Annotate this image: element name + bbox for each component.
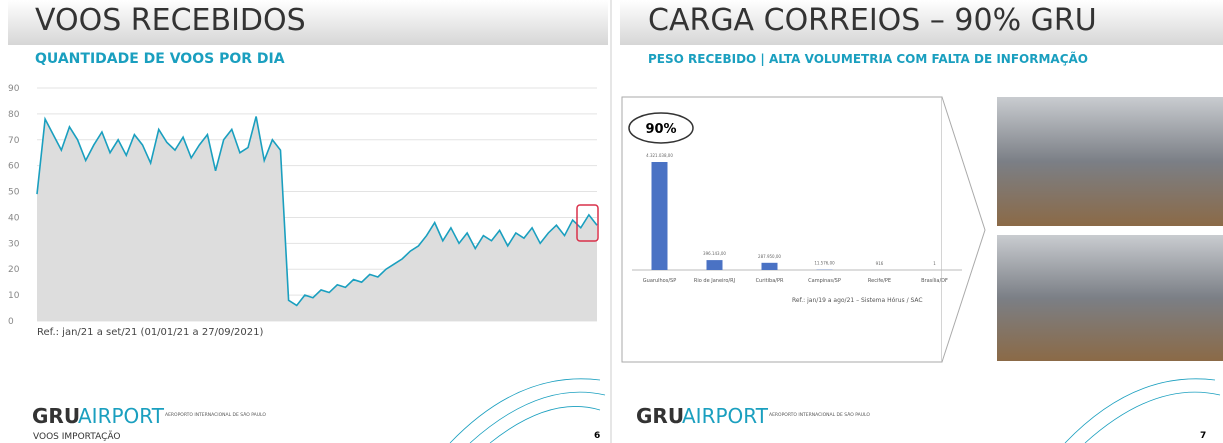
x-tick-label: Brasília/DF <box>921 277 948 284</box>
value-label: 396.143,00 <box>703 251 726 256</box>
page-number: 6 <box>594 431 600 441</box>
chart-subtitle: QUANTIDADE DE VOOS POR DIA <box>35 51 285 67</box>
logo-small: AEROPORTO INTERNACIONAL DE SÃO PAULO <box>165 411 266 418</box>
value-label: 1 <box>933 261 936 266</box>
arrow-shape <box>942 97 985 362</box>
y-tick-label: 90 <box>8 84 20 94</box>
x-tick-label: Rio de Janeiro/RJ <box>694 278 735 284</box>
x-tick-label: Guarulhos/SP <box>643 278 676 284</box>
slide-footer: VOOS IMPORTAÇÃO <box>33 431 120 442</box>
page-number: 7 <box>1200 431 1206 441</box>
y-tick-label: 80 <box>8 110 20 120</box>
page: VOOS RECEBIDOS QUANTIDADE DE VOOS POR DI… <box>0 0 1223 443</box>
photo <box>997 235 1223 361</box>
slide-title: CARGA CORREIOS – 90% GRU <box>648 3 1097 38</box>
y-tick-label: 50 <box>8 188 20 198</box>
slide-title: VOOS RECEBIDOS <box>35 3 306 38</box>
bar <box>707 260 723 270</box>
logo-light: AIRPORT <box>78 404 165 428</box>
y-tick-label: 20 <box>8 265 20 275</box>
y-tick-label: 0 <box>8 317 14 327</box>
x-tick-label: Recife/PE <box>868 278 891 284</box>
y-tick-label: 40 <box>8 213 20 223</box>
logo-small: AEROPORTO INTERNACIONAL DE SÃO PAULO <box>769 411 870 418</box>
logo-bold: GRU <box>32 404 80 428</box>
logo-light: AIRPORT <box>682 404 769 428</box>
y-tick-label: 70 <box>8 136 20 146</box>
x-tick-label: Curitiba/PR <box>756 278 784 284</box>
photo <box>997 97 1223 226</box>
x-tick-label: Campinas/SP <box>808 278 841 284</box>
chart-subtitle: PESO RECEBIDO | ALTA VOLUMETRIA COM FALT… <box>648 51 1088 66</box>
value-label: 4.321.038,00 <box>646 153 673 158</box>
chart-note: Ref.: jan/21 a set/21 (01/01/21 a 27/09/… <box>37 327 263 338</box>
value-label: 287.950,00 <box>758 254 781 259</box>
bar <box>762 263 778 270</box>
y-tick-label: 30 <box>8 239 20 249</box>
logo-bold: GRU <box>636 404 684 428</box>
value-label: 11.576,00 <box>814 261 835 266</box>
y-tick-label: 10 <box>8 291 20 301</box>
chart-note: Ref.: jan/19 a ago/21 – Sistema Hórus / … <box>792 297 923 304</box>
value-label: 916 <box>876 261 884 266</box>
decoration <box>1065 379 1220 443</box>
y-tick-label: 60 <box>8 162 20 172</box>
callout: 90% <box>645 122 676 137</box>
bar <box>652 162 668 270</box>
